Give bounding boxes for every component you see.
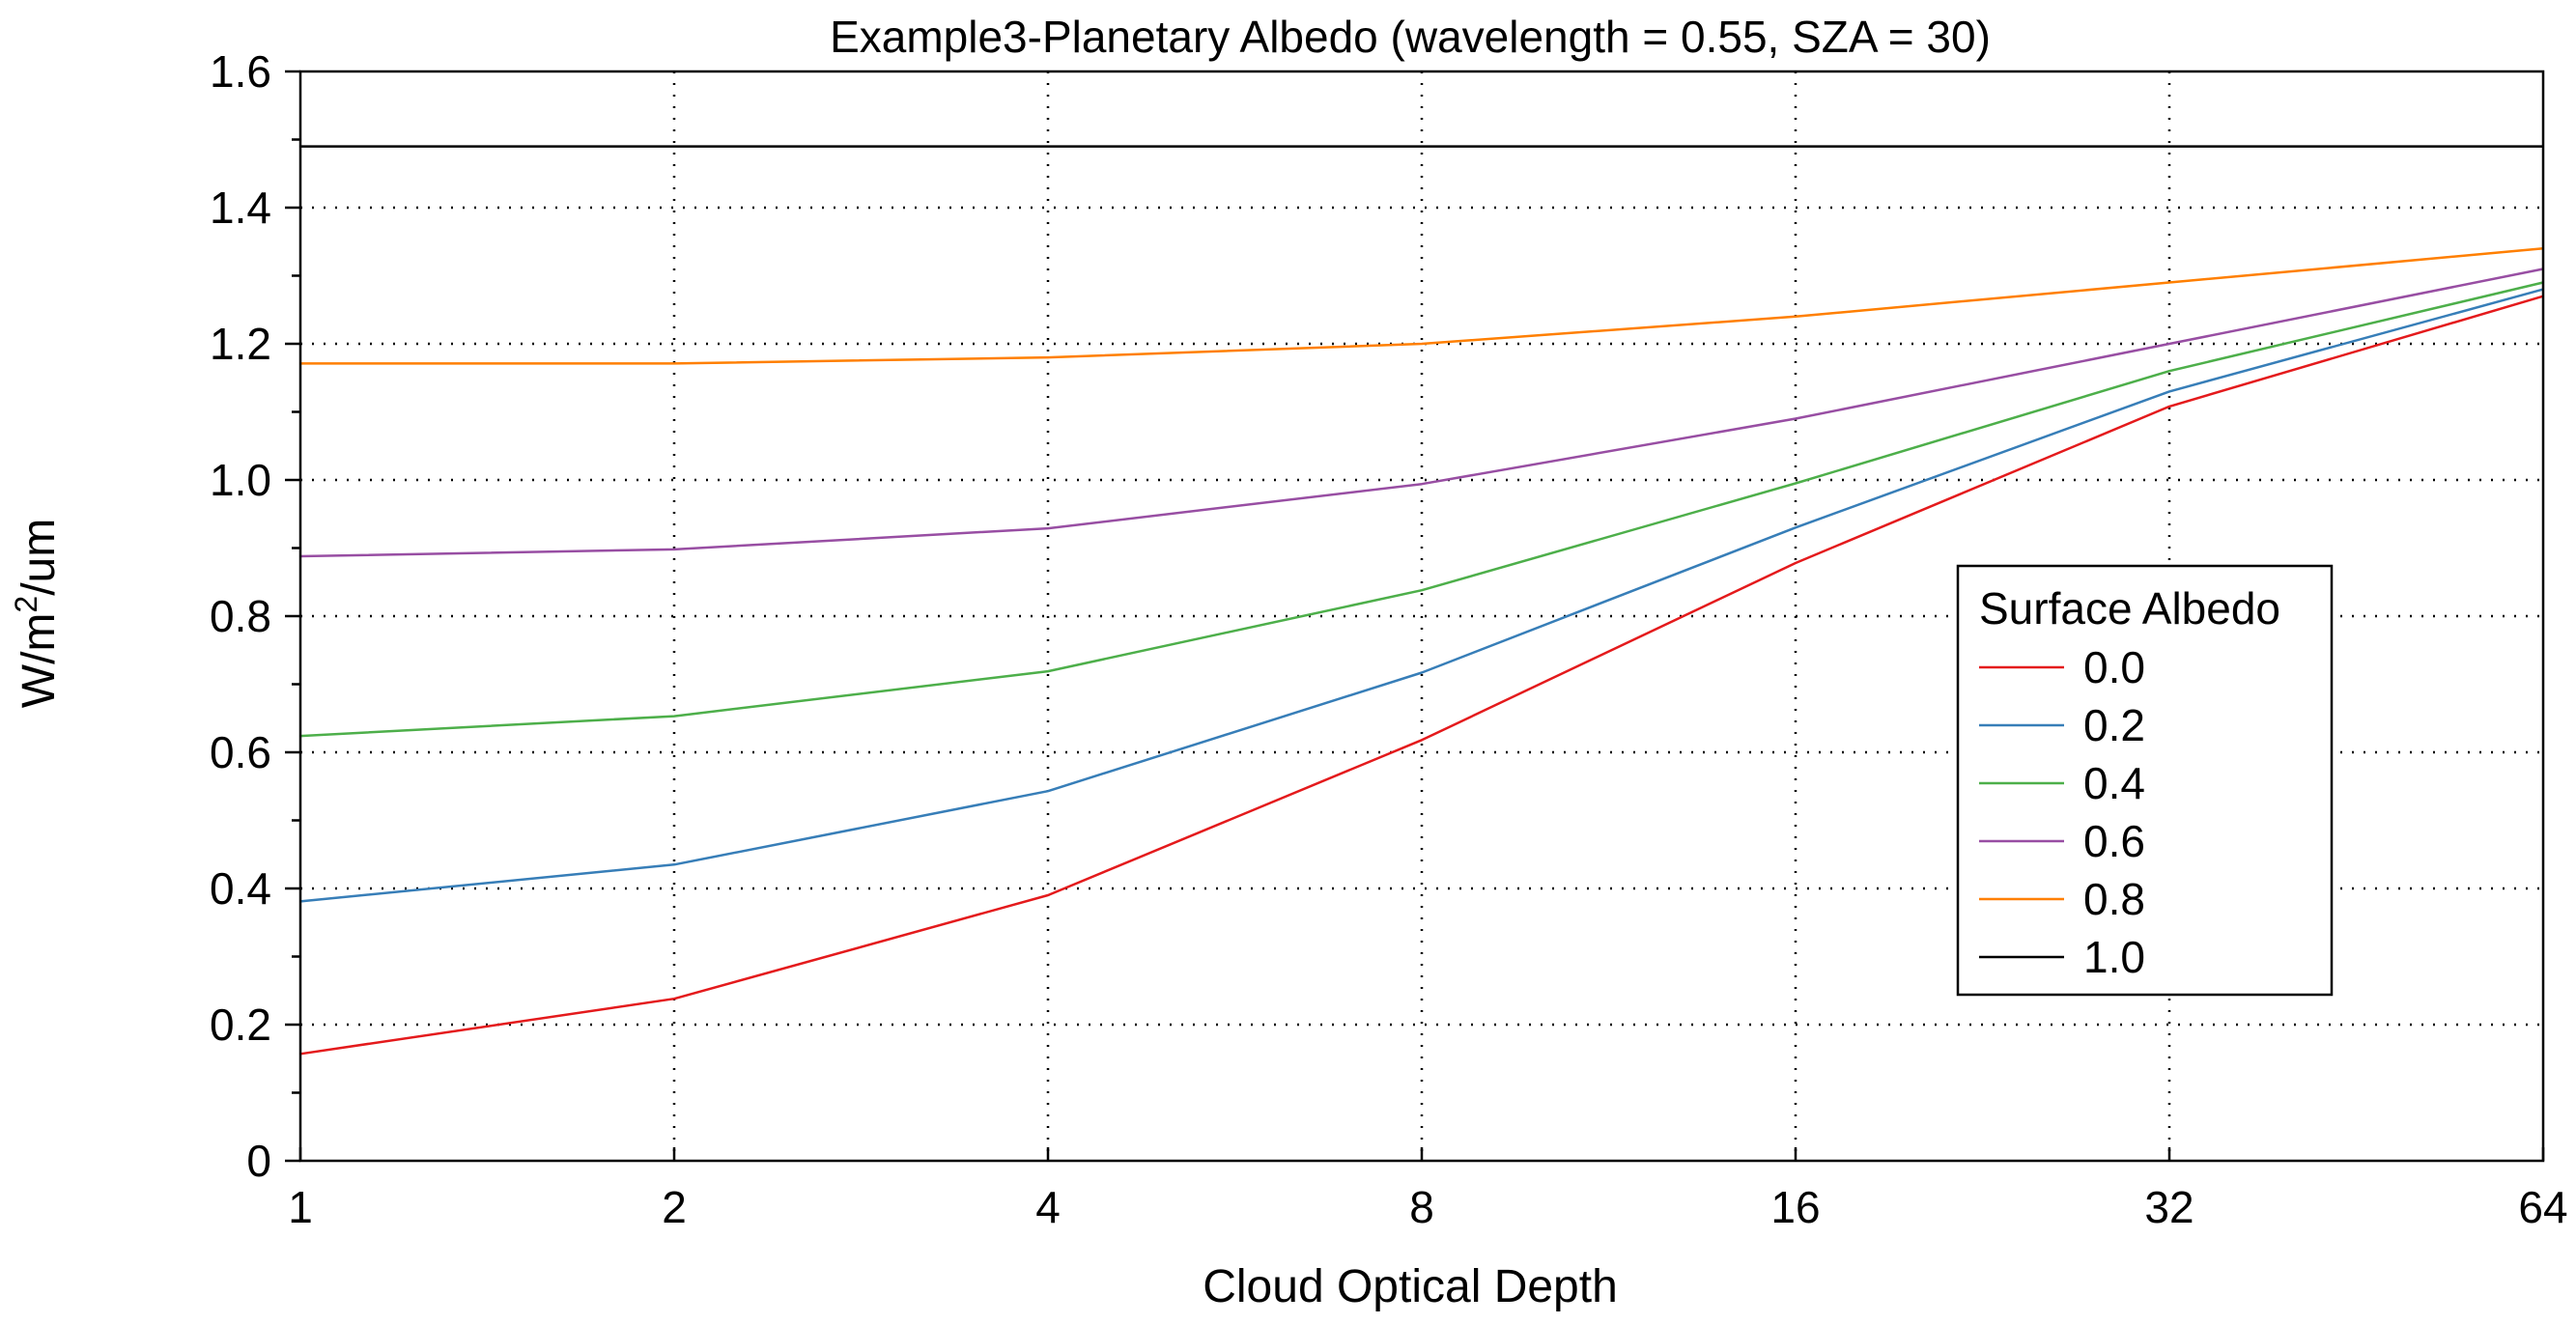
x-tick-label: 64 (2518, 1182, 2567, 1232)
legend-label-1-0: 1.0 (2083, 932, 2145, 982)
x-tick-label: 4 (1035, 1182, 1061, 1232)
legend-label-0-6: 0.6 (2083, 816, 2145, 866)
series-line-0-2 (299, 288, 2544, 903)
y-tick-label: 1.6 (210, 46, 271, 97)
y-tick-label: 0.4 (210, 863, 271, 914)
x-tick-label: 16 (1770, 1182, 1820, 1232)
y-axis-label-sup: 2 (9, 596, 43, 613)
legend-label-0-2: 0.2 (2083, 700, 2145, 750)
x-tick-label: 2 (662, 1182, 687, 1232)
legend-title: Surface Albedo (1979, 583, 2280, 634)
x-tick-label: 32 (2144, 1182, 2194, 1232)
legend-items: 0.0 0.2 0.4 0.6 0.8 1.0 (1979, 642, 2145, 982)
y-axis-label-base: W/m (14, 613, 65, 709)
series-line-0-8 (300, 247, 2544, 365)
x-axis-label: Cloud Optical Depth (1203, 1261, 1618, 1312)
y-tick-label: 1.4 (210, 183, 271, 233)
series-line-0-6 (299, 268, 2544, 558)
ticks-layer: 1 2 4 8 16 32 64 0 0.2 0.4 0.6 0.8 1.0 1.2 1.4 1.6 (210, 46, 2568, 1232)
legend-label-0-8: 0.8 (2083, 874, 2145, 924)
y-tick-label: 0.2 (210, 1000, 271, 1050)
legend-label-0-0: 0.0 (2083, 642, 2145, 692)
y-tick-label: 0.8 (210, 591, 271, 641)
series-line-0-0 (299, 295, 2544, 1056)
legend-label-0-4: 0.4 (2083, 758, 2145, 808)
series-layer (299, 145, 2544, 1056)
chart-title: Example3-Planetary Albedo (wavelength = … (830, 12, 1991, 62)
y-tick-label: 1.0 (210, 455, 271, 505)
y-tick-label: 1.2 (210, 319, 271, 369)
x-tick-label: 1 (288, 1182, 313, 1232)
x-tick-label: 8 (1409, 1182, 1434, 1232)
legend: Surface Albedo 0.0 0.2 0.4 0.6 0.8 1.0 (1956, 564, 2334, 997)
y-axis-label: W/m2/um (9, 519, 65, 708)
y-axis-label-rest: /um (14, 519, 65, 596)
series-line-0-4 (299, 281, 2544, 738)
y-tick-label: 0 (246, 1136, 271, 1186)
y-tick-label: 0.6 (210, 727, 271, 777)
legend-box (1956, 564, 2334, 997)
